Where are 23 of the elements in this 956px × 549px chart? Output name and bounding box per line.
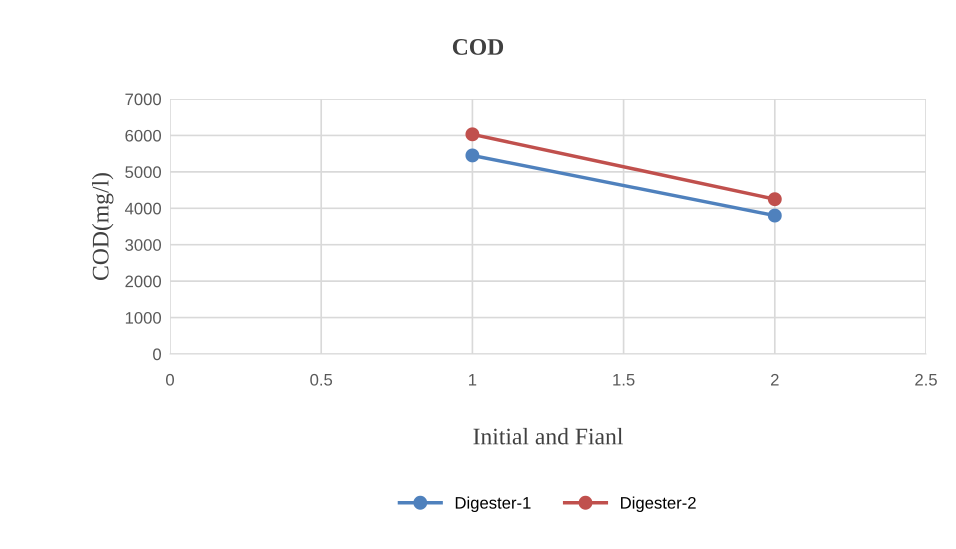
legend-label: Digester-2 [621, 496, 696, 512]
y-tick-label: 6000 [125, 130, 162, 142]
x-tick-label: 0.5 [310, 374, 332, 386]
point [465, 148, 480, 162]
x-tick-label: 0 [166, 374, 174, 386]
y-tick-label: 2000 [125, 276, 162, 288]
point [768, 192, 782, 206]
y-tick-label: 0 [153, 348, 162, 360]
x-tick-label: 2 [771, 374, 779, 386]
legend-label: Digester-1 [456, 496, 531, 512]
x-tick-label: 1 [469, 374, 476, 386]
y-axis-title: COD(mg/l) [92, 173, 114, 280]
x-tick-label: 1.5 [613, 374, 634, 386]
y-tick-label: 1000 [126, 312, 162, 324]
y-tick-label: 3000 [125, 239, 162, 251]
chart-title: COD [452, 39, 504, 55]
y-tick-label: 4000 [124, 202, 162, 214]
x-axis-title: Initial and Fianl [473, 428, 623, 444]
point [465, 127, 480, 142]
x-tick-label: 2.5 [915, 374, 937, 386]
point [768, 208, 782, 223]
y-tick-label: 5000 [125, 166, 162, 178]
y-tick-label: 7000 [125, 93, 162, 106]
